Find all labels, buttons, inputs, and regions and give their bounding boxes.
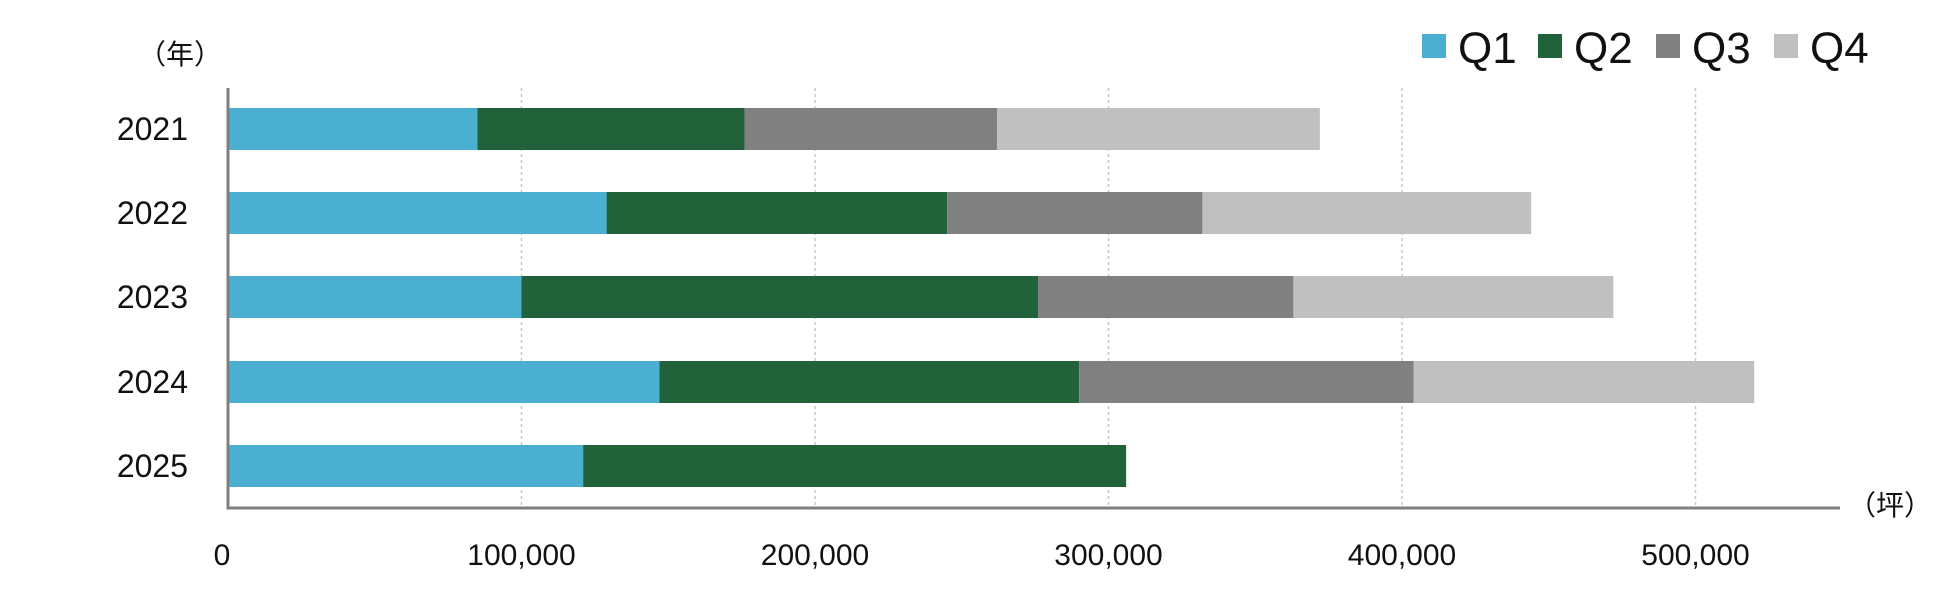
bar-segment-q4-2024 [1413,361,1755,403]
y-category-label: 2022 [117,195,188,231]
bar-segment-q3-2023 [1038,276,1294,318]
bar-segment-q2-2025 [583,445,1127,487]
bar-segment-q4-2023 [1293,276,1614,318]
x-unit-label: （坪） [1848,490,1932,521]
legend-swatch-q1 [1422,34,1446,58]
legend-swatch-q3 [1656,34,1680,58]
bar-segment-q4-2021 [996,108,1320,150]
bar-segment-q1-2025 [228,445,584,487]
y-category-label: 2023 [117,279,188,315]
x-tick-label: 500,000 [1641,539,1749,572]
legend-label-q1: Q1 [1458,24,1517,73]
bar-segment-q1-2021 [228,108,478,150]
legend-label-q4: Q4 [1810,24,1869,73]
bar-segment-q3-2024 [1079,361,1414,403]
bar-segment-q1-2023 [228,276,522,318]
legend-label-q3: Q3 [1692,24,1751,73]
x-tick-label: 0 [214,539,231,572]
y-category-label: 2025 [117,448,188,484]
legend-label-q2: Q2 [1574,24,1633,73]
legend: Q1 Q2 Q3 Q4 [1422,24,1869,73]
bar-segment-q3-2022 [947,192,1203,234]
bar-segment-q2-2024 [659,361,1080,403]
axes [226,88,1840,510]
x-tick-label: 200,000 [761,539,869,572]
x-tick-label: 100,000 [467,539,575,572]
x-tick-label: 400,000 [1348,539,1456,572]
legend-swatch-q2 [1538,34,1562,58]
y-category-label: 2021 [117,111,188,147]
y-unit-label: （年） [138,39,222,70]
bar-segment-q2-2022 [606,192,948,234]
legend-swatch-q4 [1774,34,1798,58]
bar-segment-q2-2023 [521,276,1039,318]
bar-segment-q2-2021 [477,108,745,150]
bar-segment-q1-2024 [228,361,660,403]
bar-segment-q4-2022 [1202,192,1532,234]
y-category-label: 2024 [117,364,188,400]
bar-segment-q1-2022 [228,192,607,234]
x-tick-label: 300,000 [1054,539,1162,572]
labels: （年） （坪） 0 100,000 200,000 300,000 400,000 500… [117,39,1932,572]
bars [228,108,1755,487]
bar-segment-q3-2021 [744,108,997,150]
